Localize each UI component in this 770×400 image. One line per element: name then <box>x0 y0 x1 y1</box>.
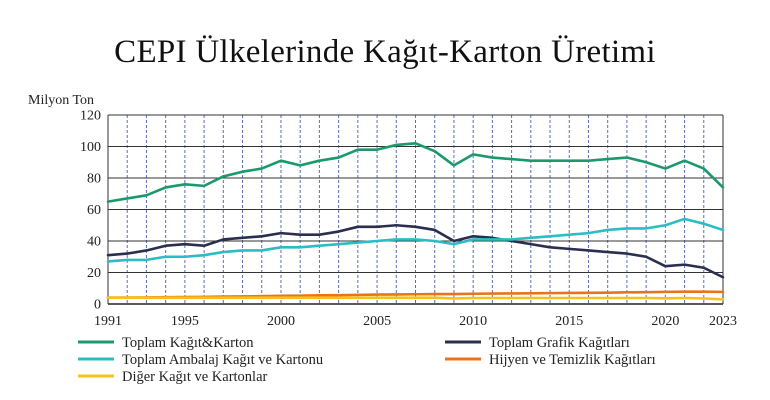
y-tick-label: 80 <box>87 172 101 187</box>
legend: Toplam Kağıt&Karton Toplam Grafik Kağıtla… <box>78 335 656 385</box>
y-tick-label: 20 <box>87 266 101 281</box>
y-tick-label: 0 <box>94 298 101 313</box>
legend-label-2: Toplam Grafik Kağıtları <box>489 335 630 351</box>
x-tick-label: 1991 <box>94 314 122 329</box>
y-tick-label: 40 <box>87 235 101 250</box>
legend-label-3: Toplam Ambalaj Kağıt ve Kartonu <box>122 352 323 368</box>
series-line-1 <box>106 142 725 203</box>
series-line-2 <box>106 223 725 279</box>
series-line-3 <box>106 217 725 263</box>
chart-title: CEPI Ülkelerinde Kağıt-Karton Üretimi <box>114 34 656 70</box>
y-tick-label: 60 <box>87 203 101 218</box>
x-tick-label: 1995 <box>171 314 199 329</box>
y-axis-label: Milyon Ton <box>28 93 94 108</box>
x-tick-label: 2005 <box>363 314 391 329</box>
series-line-5 <box>106 296 725 301</box>
legend-label-5: Diğer Kağıt ve Kartonlar <box>122 369 268 385</box>
x-tick-label: 2000 <box>267 314 295 329</box>
legend-label-1: Toplam Kağıt&Karton <box>122 335 254 351</box>
x-tick-label: 2020 <box>651 314 679 329</box>
y-tick-label: 100 <box>80 140 101 155</box>
x-tick-label: 2010 <box>459 314 487 329</box>
legend-label-4: Hijyen ve Temizlik Kağıtları <box>489 352 656 368</box>
x-tick-label: 2015 <box>555 314 583 329</box>
y-tick-label: 120 <box>80 109 101 124</box>
x-tick-label: 2023 <box>709 314 737 329</box>
series-group <box>106 142 725 301</box>
